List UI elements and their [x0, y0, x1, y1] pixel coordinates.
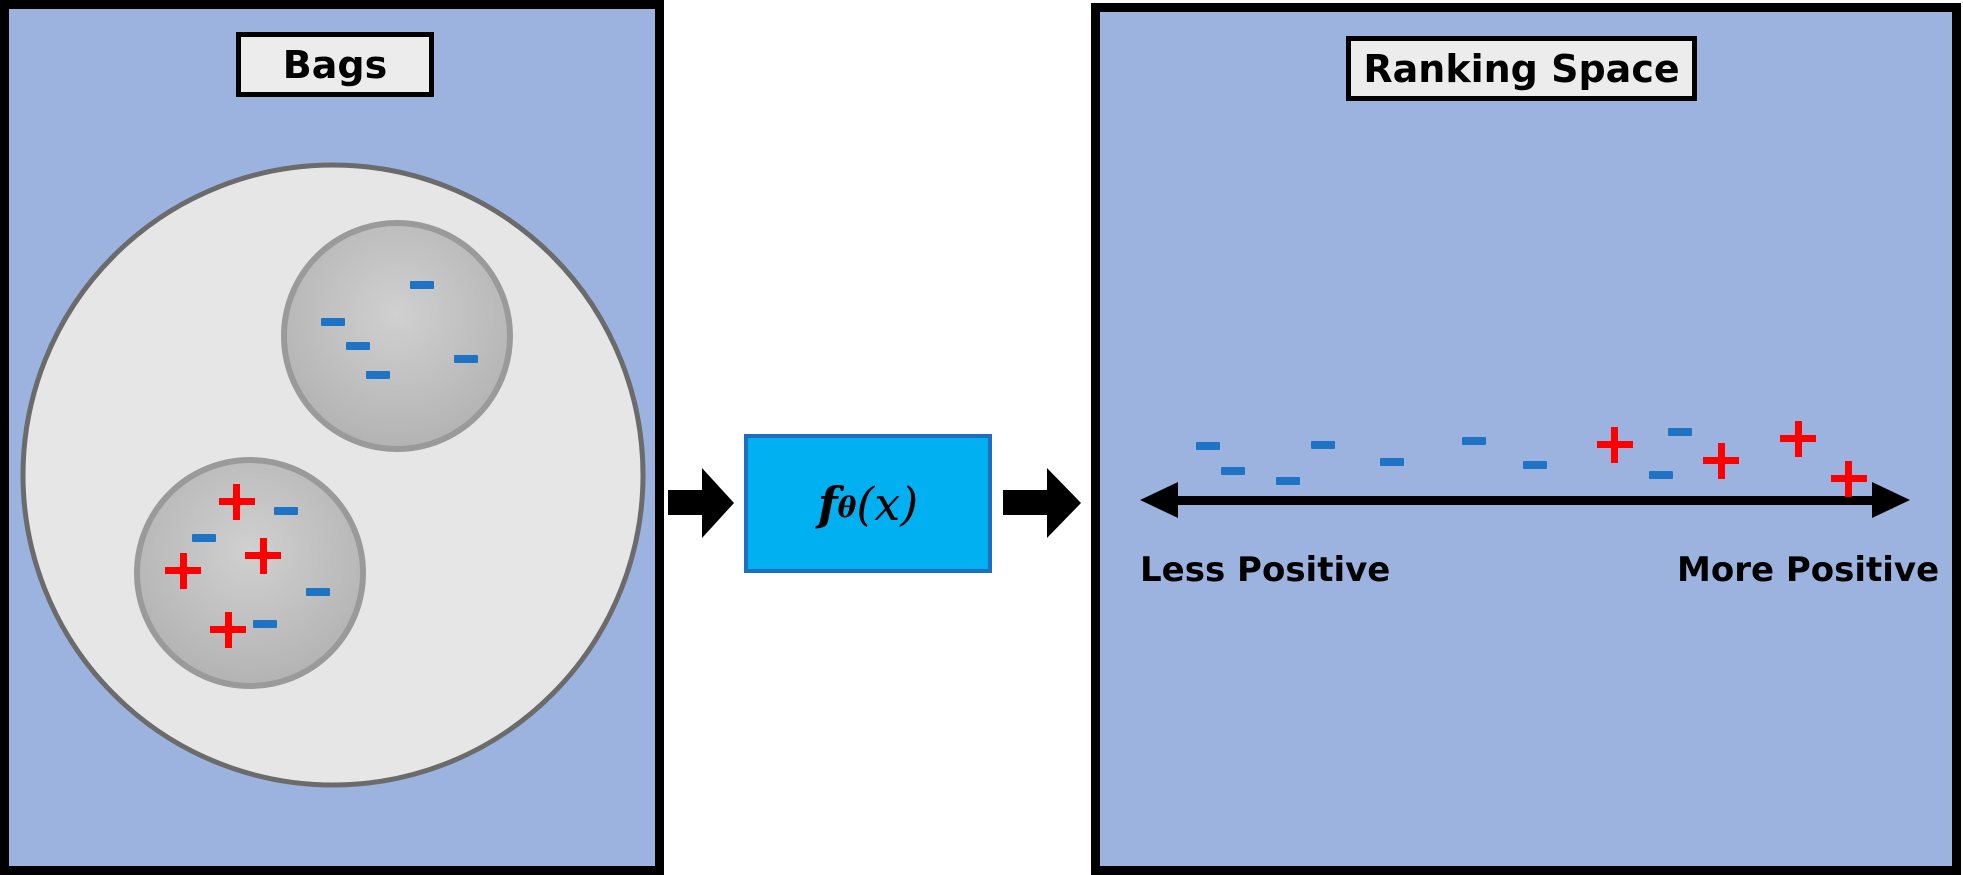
- negative-mark: [1380, 458, 1404, 466]
- axis-left-arrowhead-icon: [1140, 482, 1178, 518]
- bags-title: Bags: [236, 32, 434, 97]
- axis-left-label: Less Positive: [1140, 550, 1391, 590]
- negative-mark: [321, 318, 345, 326]
- positive-mark: [219, 484, 255, 520]
- inner-bag-bottom: [134, 457, 366, 689]
- positive-mark: [1597, 427, 1633, 463]
- function-subscript: θ: [837, 491, 857, 524]
- negative-mark: [1523, 461, 1547, 469]
- inner-bag-top-marks: [321, 281, 478, 379]
- ranking-marks: [1196, 421, 1867, 497]
- positive-mark: [1831, 461, 1867, 497]
- negative-mark: [1221, 467, 1245, 475]
- positive-mark: [1780, 421, 1816, 457]
- bags-title-text: Bags: [282, 42, 388, 87]
- function-symbol: f: [817, 476, 838, 531]
- negative-mark: [366, 371, 390, 379]
- arrow-right-icon: [1003, 468, 1081, 538]
- function-argument: (x): [856, 476, 919, 531]
- negative-mark: [1649, 471, 1673, 479]
- negative-mark: [1276, 477, 1300, 485]
- negative-mark: [454, 355, 478, 363]
- negative-mark: [1462, 437, 1486, 445]
- ranking-axis: [1140, 482, 1910, 518]
- arrow-right-icon: [668, 468, 734, 538]
- inner-bag-bottom-marks: [165, 484, 330, 648]
- ranking-space-title: Ranking Space: [1346, 36, 1697, 101]
- negative-mark: [192, 534, 216, 542]
- positive-mark: [210, 612, 246, 648]
- negative-mark: [346, 342, 370, 350]
- axis-right-arrowhead-icon: [1872, 482, 1910, 518]
- function-box: f θ (x): [744, 434, 992, 573]
- negative-mark: [306, 588, 330, 596]
- negative-mark: [274, 507, 298, 515]
- axis-right-label: More Positive: [1677, 550, 1940, 590]
- positive-mark: [165, 553, 201, 589]
- negative-mark: [1311, 441, 1335, 449]
- negative-mark: [1196, 442, 1220, 450]
- negative-mark: [1668, 428, 1692, 436]
- inner-bag-top: [281, 220, 513, 452]
- negative-mark: [253, 620, 277, 628]
- negative-mark: [410, 281, 434, 289]
- ranking-space-title-text: Ranking Space: [1363, 46, 1680, 91]
- positive-mark: [245, 538, 281, 574]
- positive-mark: [1703, 443, 1739, 479]
